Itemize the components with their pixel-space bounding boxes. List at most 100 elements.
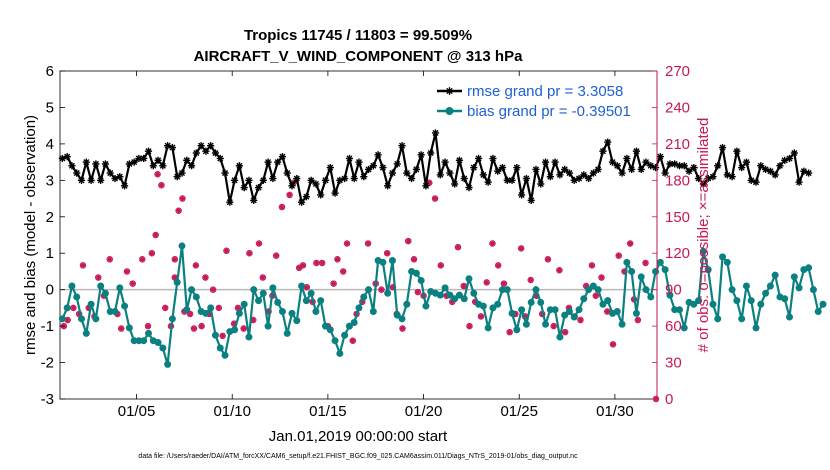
bias-point (183, 306, 191, 314)
rmse-point-stroke (485, 179, 492, 186)
rmse-point-stroke (231, 177, 238, 184)
obs-assimilated-star-stroke (438, 262, 444, 268)
bias-point (781, 295, 789, 303)
rmse-point-stroke (221, 170, 229, 177)
obs-assimilated-star (518, 245, 524, 252)
bias-point (786, 313, 794, 321)
obs-count-point (410, 256, 418, 263)
rmse-point (178, 169, 186, 177)
rmse-point-stroke (427, 149, 434, 157)
obs-count-point (106, 256, 113, 263)
y-tick-label: 5 (46, 99, 54, 116)
obs-assimilated-star-stroke (551, 323, 557, 329)
rmse-point (513, 163, 521, 172)
obs-assimilated-star-stroke (172, 275, 178, 280)
obs-assimilated-star (154, 171, 161, 178)
chart-title: Tropics 11745 / 11803 = 99.509% (244, 27, 472, 44)
obs-assimilated-star-stroke (279, 204, 285, 210)
obs-count-point (544, 256, 552, 263)
obs-assimilated-star-stroke (145, 323, 151, 329)
rmse-point (565, 169, 574, 177)
bias-point (388, 257, 396, 265)
rmse-point-stroke (580, 171, 587, 178)
bias-point (360, 293, 368, 301)
obs-assimilated-star-stroke (616, 253, 622, 259)
x-tick-label: 01/25 (500, 403, 538, 420)
obs-assimilated-star-stroke (220, 333, 226, 339)
obs-count-point (175, 207, 182, 214)
rmse-point-stroke (537, 180, 544, 188)
obs-count-point (330, 280, 337, 287)
obs-assimilated-star-stroke (583, 283, 589, 289)
bias-point (259, 289, 267, 297)
rmse-point-stroke (509, 177, 516, 184)
bias-point (331, 337, 339, 345)
obs-assimilated-star-stroke (405, 238, 411, 244)
obs-count-point (70, 304, 77, 312)
rmse-point (350, 174, 358, 183)
obs-assimilated-star-stroke (149, 250, 155, 256)
rmse-point-stroke (260, 177, 267, 184)
bias-point (484, 324, 492, 332)
bias-point (283, 329, 291, 337)
bias-point (159, 344, 167, 352)
rmse-point-stroke (217, 155, 224, 162)
y-tick-label: -1 (41, 318, 54, 335)
bias-point (628, 267, 636, 275)
rmse-point-stroke (389, 170, 396, 177)
obs-assimilated-star (627, 240, 634, 247)
bias-point (369, 308, 377, 316)
rmse-point-stroke (255, 184, 262, 191)
rmse-point (73, 169, 81, 177)
rmse-point (235, 162, 243, 170)
bias-point (819, 300, 827, 308)
bias-point (58, 315, 66, 323)
rmse-point (207, 142, 215, 150)
rmse-point-stroke (384, 182, 391, 189)
bias-point (455, 291, 463, 299)
bias-point (144, 329, 152, 337)
obs-assimilated-star-stroke (241, 326, 247, 332)
bias-point (604, 297, 612, 305)
obs-assimilated-star-stroke (461, 283, 467, 289)
bias-point (384, 289, 392, 297)
bias-point (503, 286, 511, 294)
obs-assimilated-star-stroke (304, 284, 310, 290)
bias-point (623, 258, 631, 266)
bias-point (269, 284, 277, 292)
rmse-point-stroke (92, 160, 99, 167)
obs-assimilated-star-stroke (118, 326, 124, 332)
obs-assimilated-star (349, 337, 356, 344)
rmse-point-stroke (198, 142, 205, 149)
bias-point (451, 295, 459, 303)
rmse-point-stroke (360, 173, 367, 180)
obs-assimilated-star (610, 341, 616, 348)
rmse-point (718, 143, 727, 152)
obs-assimilated-star (273, 252, 280, 259)
obs-count-point (259, 274, 267, 281)
bias-point (675, 306, 683, 314)
obs-assimilated-star-stroke (627, 241, 633, 246)
obs-assimilated-star (642, 260, 649, 266)
rmse-point-stroke (346, 155, 353, 162)
chart-subtitle: AIRCRAFT_V_WIND_COMPONENT @ 313 hPa (194, 48, 524, 65)
obs-assimilated-star (64, 317, 71, 323)
rmse-point-stroke (609, 159, 616, 166)
rmse-point (518, 191, 526, 199)
rmse-point-stroke (542, 159, 549, 166)
obs-count-point (343, 240, 351, 247)
obs-assimilated-star (550, 323, 557, 329)
bias-point (814, 308, 822, 316)
obs-assimilated-star-stroke (331, 281, 337, 287)
obs-count-point (250, 316, 257, 324)
rmse-point-stroke (403, 170, 410, 177)
bias-point (92, 315, 100, 323)
obs-assimilated-star-stroke (384, 250, 390, 256)
bias-point (235, 309, 243, 317)
rmse-point (183, 156, 191, 164)
obs-count-point (139, 256, 146, 263)
rmse-point (656, 153, 664, 161)
obs-count-point (171, 256, 179, 263)
rmse-point-stroke (566, 170, 573, 177)
legend-marker-rmse (445, 87, 454, 95)
